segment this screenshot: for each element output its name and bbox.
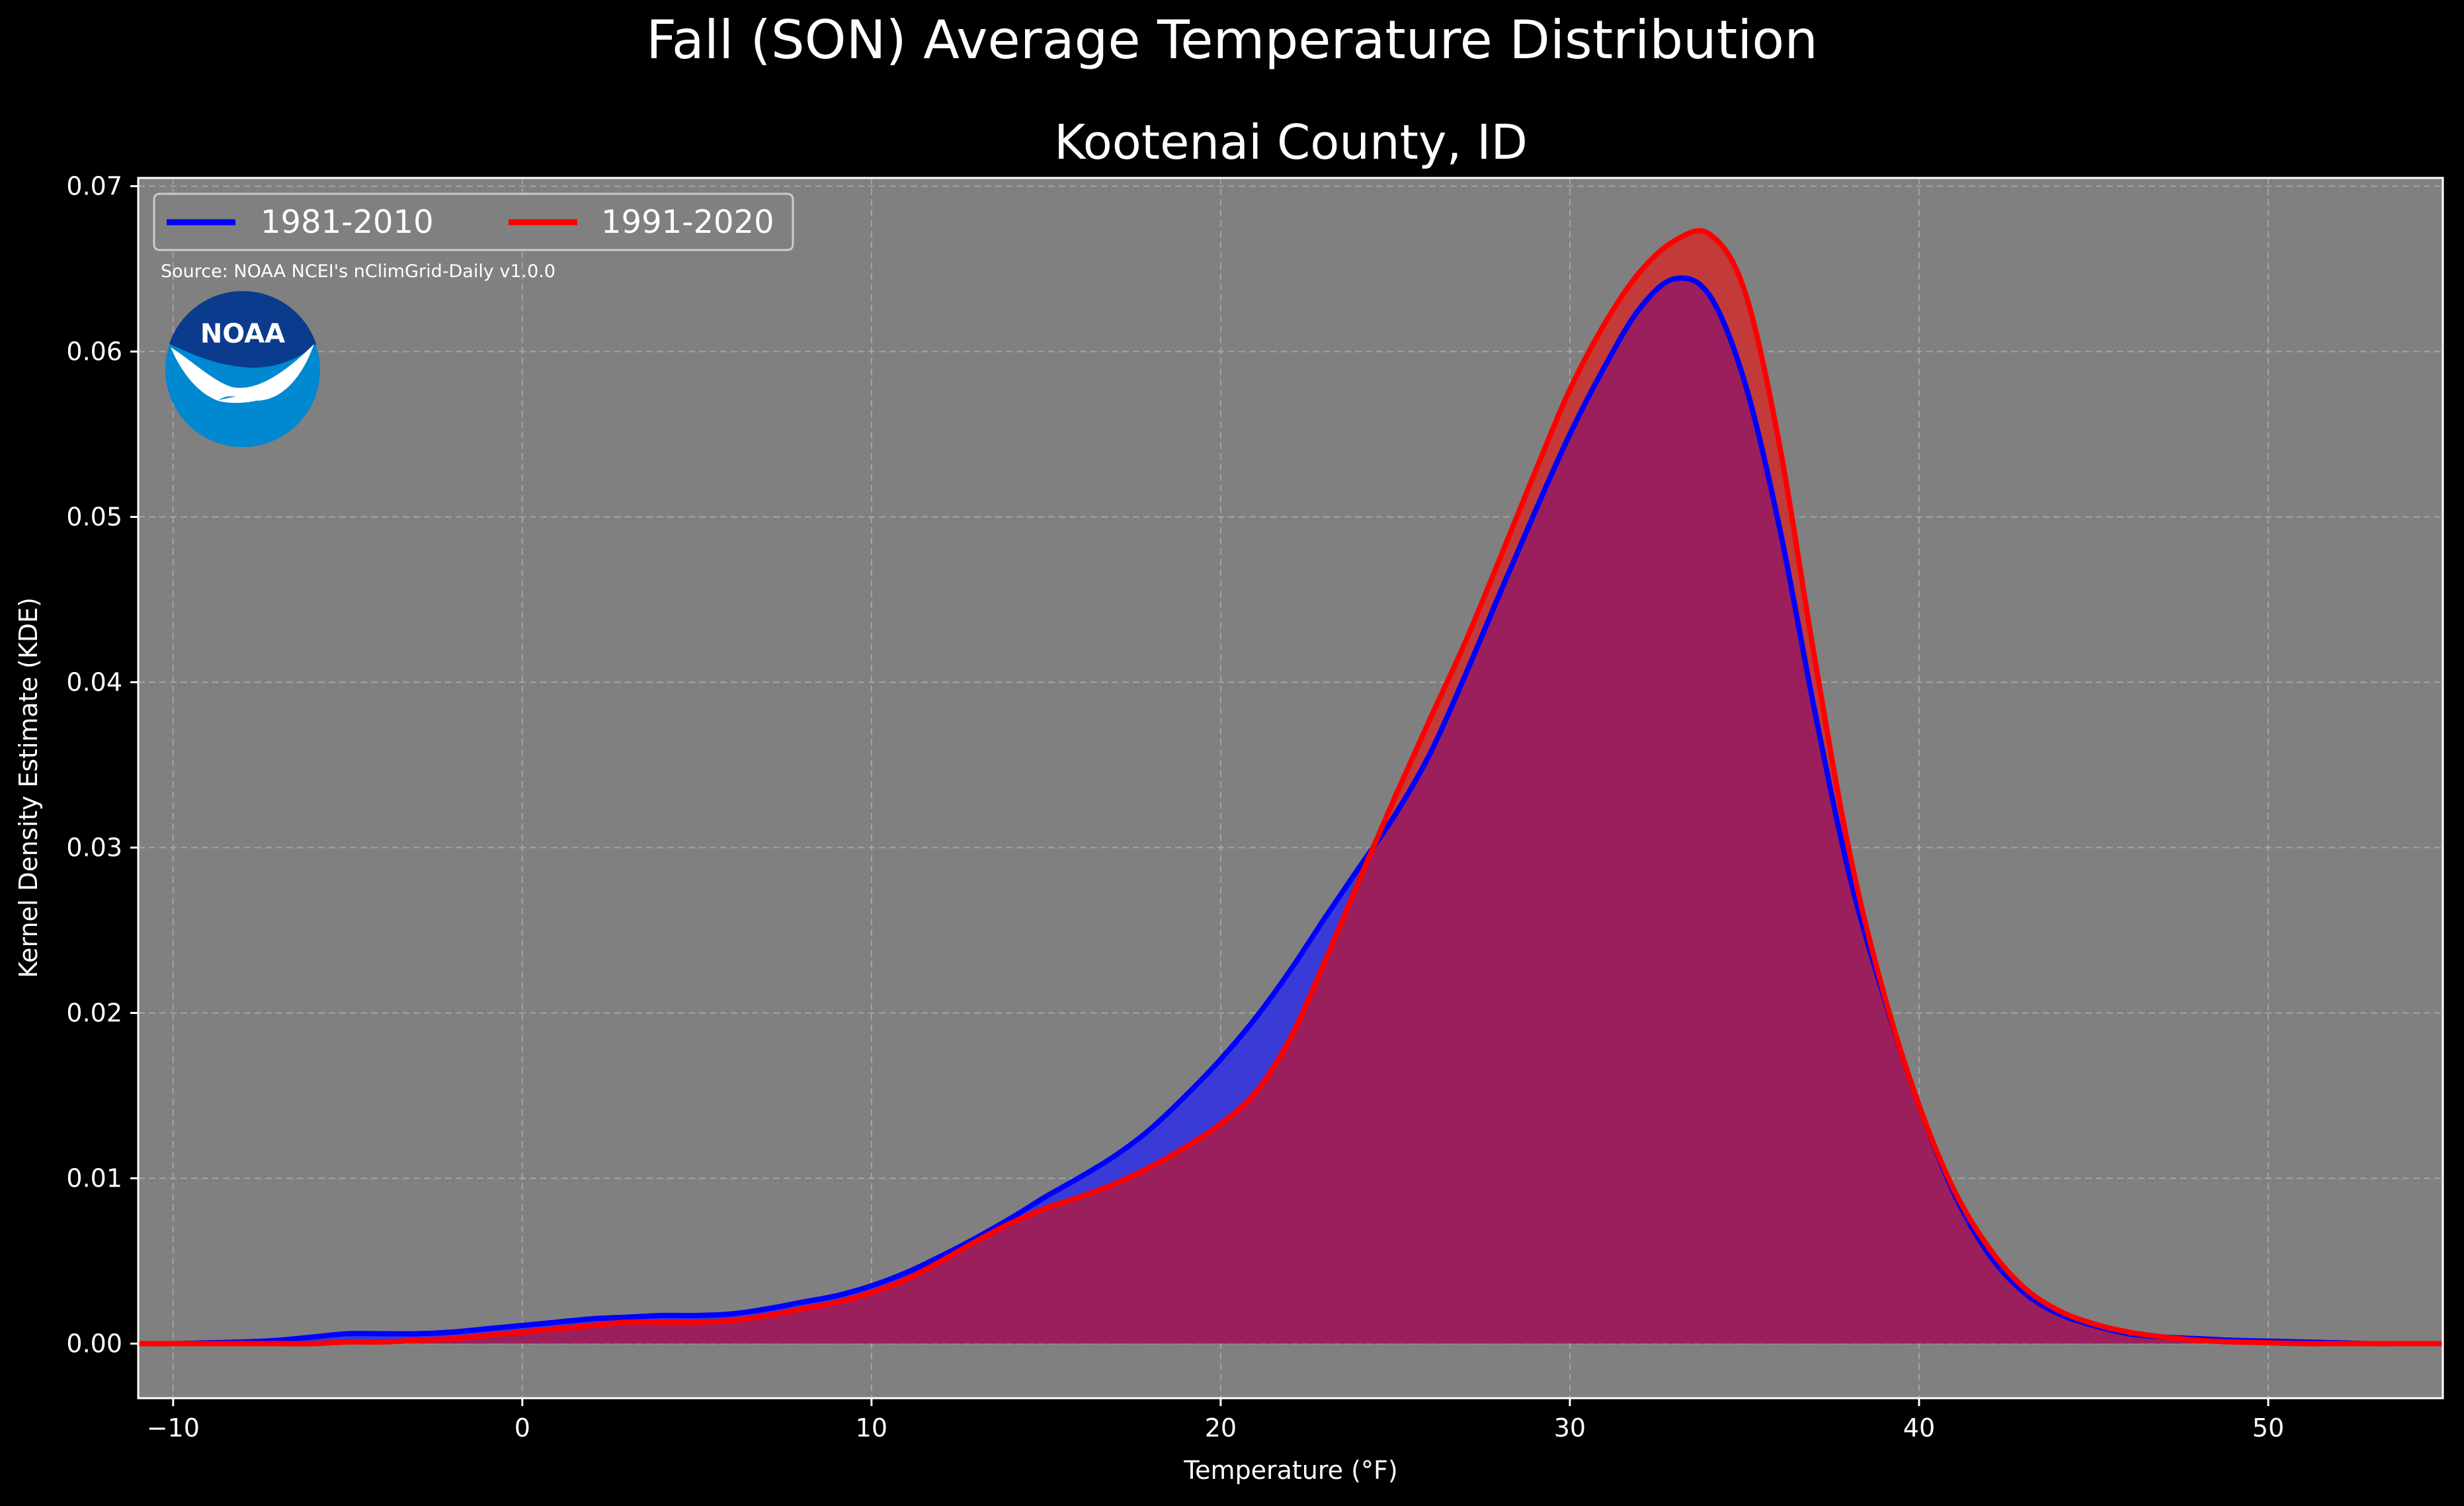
x-tick-label: 0	[514, 1413, 530, 1443]
x-tick-label: 40	[1903, 1413, 1935, 1443]
x-axis-ticks: −10 0 10 20 30 40 50	[147, 1398, 2284, 1443]
x-tick-label: −10	[147, 1413, 200, 1443]
plot-frame	[137, 177, 2444, 1400]
y-tick-label: 0.07	[66, 172, 122, 201]
noaa-logo-text: NOAA	[200, 319, 285, 349]
legend-label-1981-2010: 1981-2010	[261, 204, 434, 241]
y-tick-label: 0.00	[66, 1329, 122, 1359]
area-overlap	[138, 278, 2443, 1344]
legend: 1981-2010 1991-2020	[153, 192, 794, 251]
line-1991-2020	[138, 228, 2443, 1347]
chart-title: Kootenai County, ID	[1054, 114, 1528, 170]
x-tick-label: 20	[1205, 1413, 1237, 1443]
legend-label-1991-2020: 1991-2020	[601, 204, 774, 241]
y-tick-label: 0.05	[66, 503, 122, 532]
chart-suptitle: Fall (SON) Average Temperature Distribut…	[646, 9, 1818, 71]
y-tick-label: 0.04	[66, 668, 122, 697]
y-tick-label: 0.02	[66, 999, 122, 1028]
noaa-logo-icon: NOAA	[165, 290, 320, 447]
y-tick-label: 0.01	[66, 1164, 122, 1193]
legend-box	[153, 192, 794, 251]
density-areas	[138, 230, 2443, 1344]
density-lines	[138, 228, 2443, 1347]
source-note: Source: NOAA NCEI's nClimGrid-Daily v1.0…	[161, 261, 555, 282]
line-1981-2010	[138, 275, 2443, 1347]
x-axis-label: Temperature (°F)	[1183, 1456, 1397, 1485]
x-tick-label: 10	[856, 1413, 887, 1443]
y-axis-ticks: 0.00 0.01 0.02 0.03 0.04 0.05 0.06 0.07	[66, 172, 138, 1359]
y-tick-label: 0.03	[66, 833, 122, 862]
x-tick-label: 30	[1554, 1413, 1586, 1443]
y-tick-label: 0.06	[66, 337, 122, 366]
y-axis-label: Kernel Density Estimate (KDE)	[14, 597, 43, 978]
x-tick-label: 50	[2252, 1413, 2284, 1443]
